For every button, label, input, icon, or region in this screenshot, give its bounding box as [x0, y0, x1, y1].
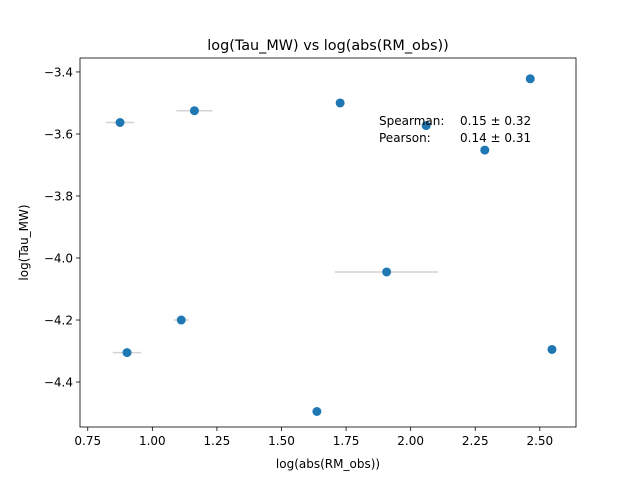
data-point-0: [115, 117, 125, 127]
data-point-5: [335, 98, 345, 108]
x-tick-label-1: 1.00: [139, 434, 166, 448]
x-axis-label: log(abs(RM_obs)): [276, 457, 380, 471]
data-point-7: [421, 121, 431, 131]
data-point-4: [312, 406, 322, 416]
y-ticks: −4.4 −4.2 −4.0 −3.8 −3.6 −3.4: [44, 65, 80, 389]
annotation-label-0: Spearman:: [379, 114, 444, 128]
y-tick-label-4: −3.6: [44, 127, 73, 141]
data-point-6: [382, 267, 392, 277]
data-point-9: [525, 74, 535, 84]
x-tick-label-2: 1.25: [204, 434, 231, 448]
x-tick-label-5: 2.00: [397, 434, 424, 448]
x-ticks: 0.75 1.00 1.25 1.50 1.75 2.00 2.25 2.50: [74, 427, 553, 448]
y-tick-label-2: −4.0: [44, 251, 73, 265]
data-point-10: [547, 344, 557, 354]
x-tick-label-0: 0.75: [74, 434, 101, 448]
annotation-value-0: 0.15 ± 0.32: [460, 114, 531, 128]
annotation-value-1: 0.14 ± 0.31: [460, 131, 531, 145]
data-point-8: [480, 145, 490, 155]
y-tick-label-1: −4.2: [44, 313, 73, 327]
data-point-1: [122, 348, 132, 358]
y-tick-label-5: −3.4: [44, 65, 73, 79]
data-point-3: [189, 106, 199, 116]
data-point-2: [176, 315, 186, 325]
chart-title: log(Tau_MW) vs log(abs(RM_obs)): [207, 38, 448, 54]
points-layer: [115, 74, 557, 416]
x-tick-label-3: 1.50: [268, 434, 295, 448]
y-axis-label: log(Tau_MW): [17, 204, 31, 280]
axes-frame: [79, 57, 577, 428]
y-tick-label-0: −4.4: [44, 375, 73, 389]
x-tick-label-4: 1.75: [333, 434, 360, 448]
correlation-annotations: Spearman: 0.15 ± 0.32 Pearson: 0.14 ± 0.31: [379, 114, 531, 145]
annotation-label-1: Pearson:: [379, 131, 431, 145]
x-tick-label-6: 2.25: [462, 434, 489, 448]
x-tick-label-7: 2.50: [526, 434, 553, 448]
y-tick-label-3: −3.8: [44, 189, 73, 203]
